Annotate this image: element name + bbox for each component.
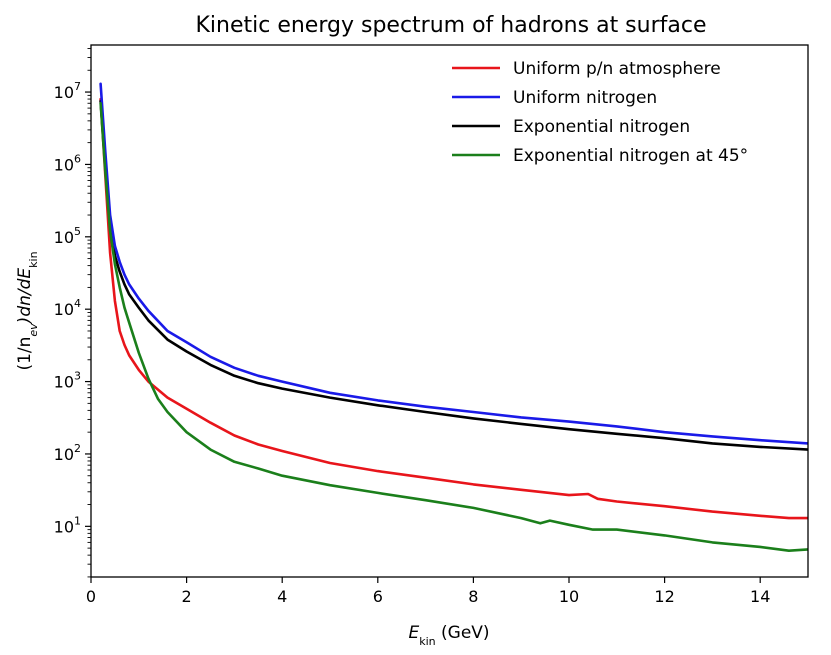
x-axis-label-main: E (408, 623, 419, 643)
y-axis-label-sub-kin: kin (27, 251, 40, 267)
x-axis-label-unit: (GeV) (436, 623, 490, 643)
chart-title: Kinetic energy spectrum of hadrons at su… (195, 13, 706, 38)
y-tick-label: 105 (54, 225, 81, 247)
x-tick-label: 6 (373, 587, 383, 606)
y-tick-label: 107 (54, 80, 81, 102)
plot-frame (90, 44, 809, 578)
x-tick-label: 12 (654, 587, 674, 606)
series-line-4 (99, 102, 808, 553)
x-axis: 0 2 4 6 8 10 12 14 (86, 577, 770, 606)
legend: Uniform p/n atmosphere Uniform nitrogen Ex… (452, 59, 748, 166)
legend-label: Exponential nitrogen at 45° (513, 146, 748, 166)
x-tick-label: 4 (277, 587, 287, 606)
x-tick-label: 0 (86, 587, 96, 606)
legend-label: Uniform nitrogen (513, 88, 657, 108)
y-tick-label: 101 (54, 514, 81, 536)
series-group (99, 82, 808, 553)
legend-label: Exponential nitrogen (513, 117, 690, 137)
y-tick-label: 104 (54, 297, 81, 319)
y-axis-label: (1/nev)dn/dEkin (15, 251, 40, 370)
x-axis-label-sub: kin (419, 635, 435, 648)
y-axis-label-mid: )dn/dE (15, 268, 35, 326)
y-axis-label-sub-ev: ev (27, 323, 40, 337)
y-tick-label: 102 (54, 442, 81, 464)
y-axis-label-pre: (1/n (15, 337, 35, 371)
series-line-2 (99, 82, 808, 445)
x-tick-label: 8 (468, 587, 478, 606)
legend-label: Uniform p/n atmosphere (513, 59, 721, 79)
x-tick-label: 2 (182, 587, 192, 606)
x-axis-label: Ekin (GeV) (408, 623, 489, 648)
series-line-3 (99, 99, 808, 451)
x-tick-label: 14 (750, 587, 770, 606)
y-tick-label: 103 (54, 370, 81, 392)
y-axis: 101 102 103 104 105 106 107 (54, 48, 91, 578)
series-layer (99, 82, 808, 553)
series-line-1 (99, 97, 808, 520)
y-tick-label: 106 (54, 152, 81, 174)
x-tick-label: 10 (559, 587, 579, 606)
